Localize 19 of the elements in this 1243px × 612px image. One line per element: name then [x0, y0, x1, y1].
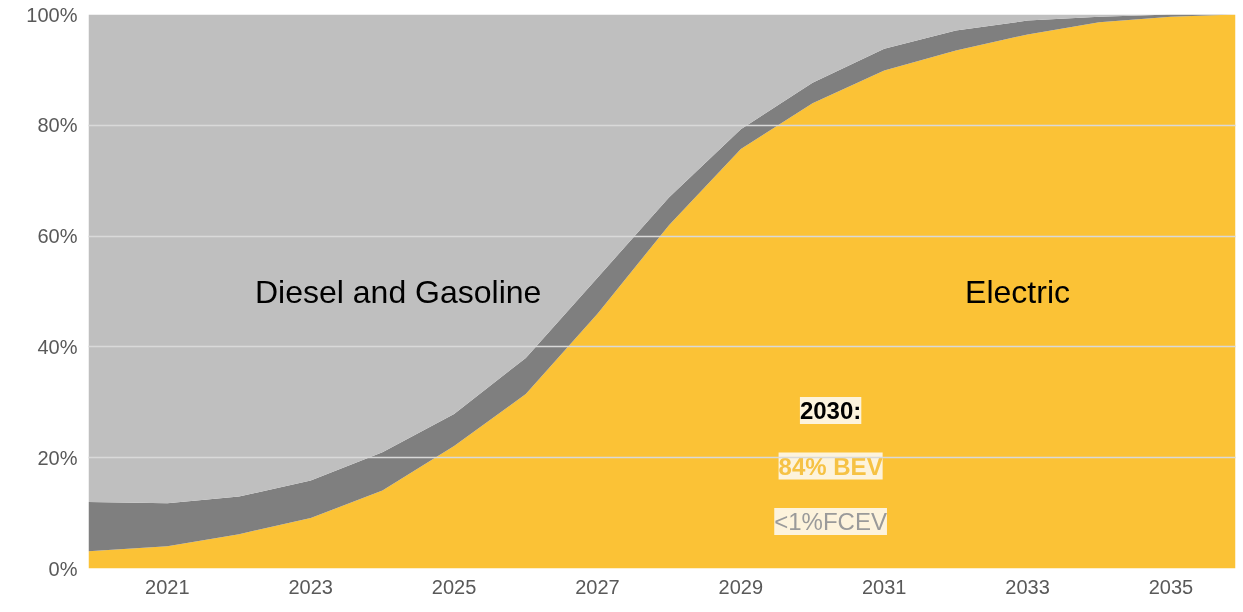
- series-label: Diesel and Gasoline: [254, 273, 542, 310]
- x-tick-label: 2031: [861, 575, 907, 598]
- y-tick-label: 20%: [37, 446, 78, 469]
- x-tick-label: 2023: [288, 575, 333, 598]
- x-tick-label: 2033: [1005, 575, 1050, 598]
- y-tick-label: 60%: [37, 225, 78, 248]
- annotation: <1%FCEV: [774, 507, 887, 535]
- series-label: Electric: [965, 273, 1071, 310]
- x-tick-label: 2029: [718, 575, 764, 598]
- x-tick-label: 2025: [431, 575, 477, 598]
- y-tick-label: 100%: [26, 3, 78, 26]
- x-tick-label: 2035: [1148, 575, 1194, 598]
- annotation: 84% BEV: [778, 452, 883, 480]
- annotation: 2030:: [799, 397, 862, 425]
- y-tick-label: 80%: [37, 114, 78, 137]
- y-tick-label: 0%: [48, 557, 78, 580]
- x-tick-label: 2021: [145, 575, 190, 598]
- x-tick-label: 2027: [575, 575, 620, 598]
- y-tick-label: 40%: [37, 335, 78, 358]
